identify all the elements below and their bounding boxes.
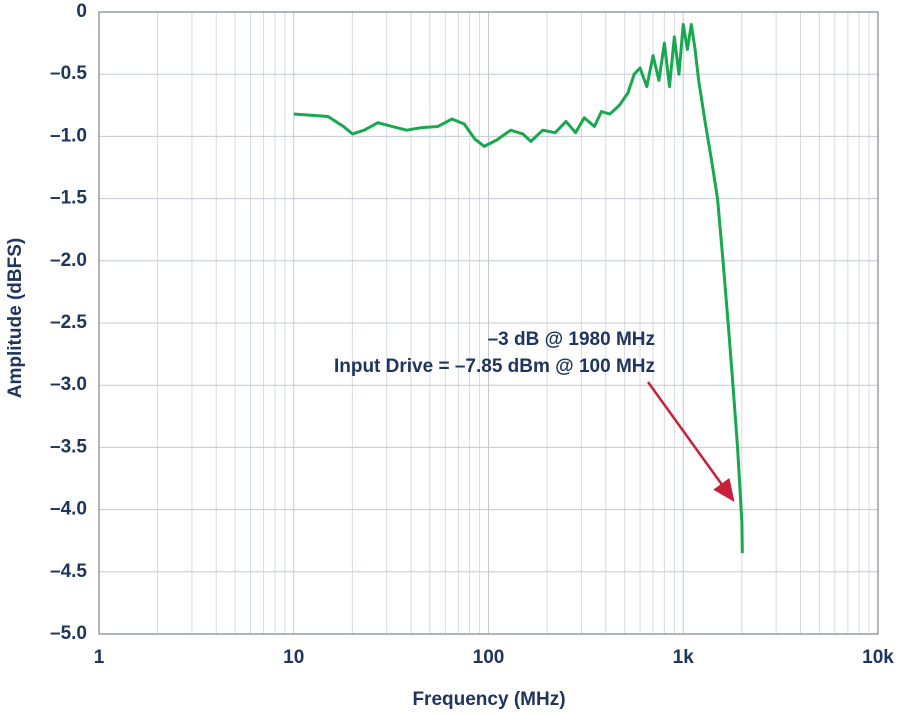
- y-tick-label: –4.5: [50, 561, 87, 582]
- x-tick-label: 10: [283, 647, 304, 668]
- y-tick-label: –2.5: [50, 312, 87, 333]
- y-tick-label: –5.0: [50, 623, 87, 644]
- x-axis-label: Frequency (MHz): [412, 689, 565, 710]
- x-tick-label: 1: [94, 647, 105, 668]
- y-tick-label: –1.5: [50, 188, 87, 209]
- y-tick-label: –0.5: [50, 63, 87, 84]
- y-axis-label: Amplitude (dBFS): [5, 238, 26, 398]
- annotation-arrow: [646, 381, 735, 503]
- x-tick-label: 100: [473, 647, 505, 668]
- annotation: Input Drive = –7.85 dBm @ 100 MHz: [334, 356, 655, 377]
- y-tick-label: –3.5: [50, 436, 87, 457]
- x-tick-label: 10k: [862, 647, 894, 668]
- data-line: [293, 22, 744, 554]
- y-tick-label: –2.0: [50, 250, 87, 271]
- x-tick-label: 1k: [673, 647, 695, 668]
- plot-border: [98, 11, 879, 635]
- y-tick-label: –3.0: [50, 374, 87, 395]
- y-tick-label: –4.0: [50, 499, 87, 520]
- annotation: –3 dB @ 1980 MHz: [488, 329, 655, 350]
- y-tick-label: –1.0: [50, 125, 87, 146]
- y-tick-label: 0: [76, 1, 87, 22]
